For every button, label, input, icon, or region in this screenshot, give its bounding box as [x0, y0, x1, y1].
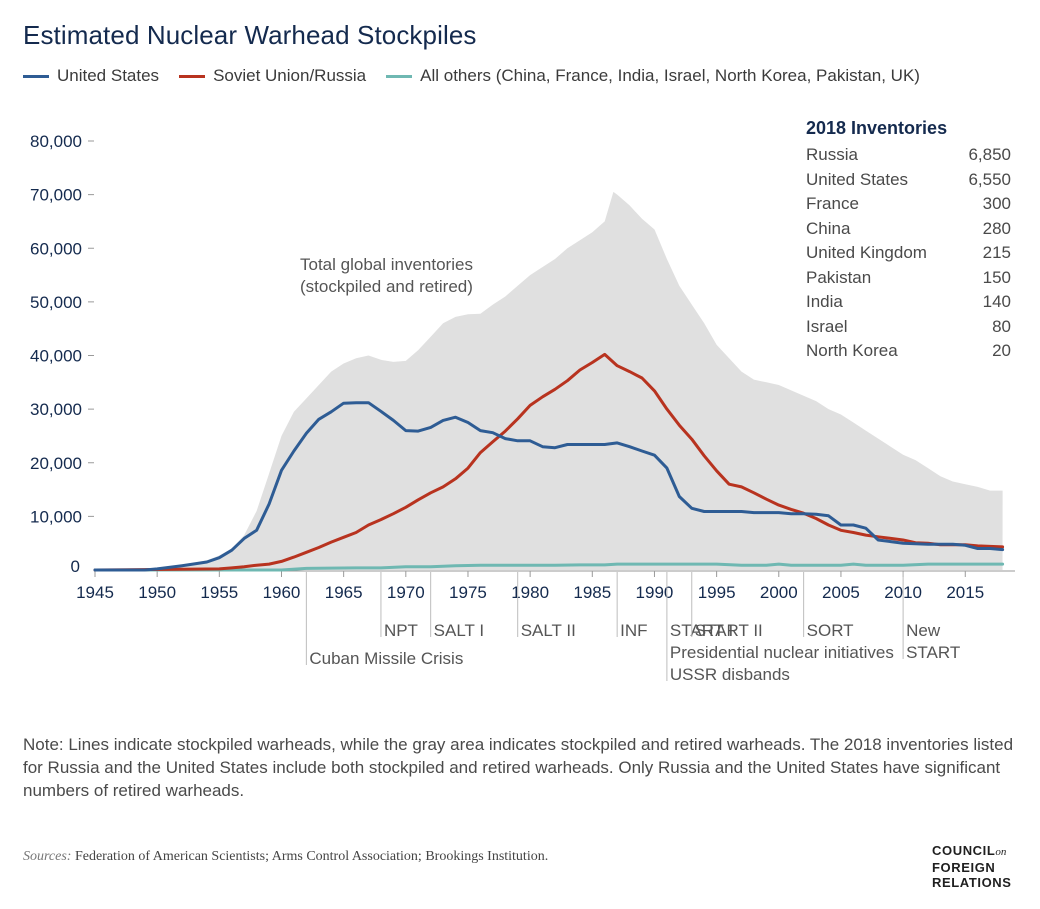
x-tick-label: 1955: [200, 583, 238, 602]
y-tick-label: 60,000: [30, 239, 82, 258]
annotation-label-cuban-missile-crisis: Cuban Missile Crisis: [309, 649, 463, 668]
inventories-title: 2018 Inventories: [806, 118, 948, 138]
inventory-country: France: [806, 194, 859, 213]
inventory-row: United States 6,550: [806, 168, 1011, 193]
inventory-country: Pakistan: [806, 267, 872, 287]
inventory-row: Russia 6,850: [806, 143, 1011, 168]
legend-item-united-states: United States: [23, 66, 159, 86]
inventories-table: 2018 Inventories Russia 6,850 United Stat…: [806, 118, 1011, 364]
inventory-value: 6,850: [968, 145, 1011, 164]
inventory-value: 300: [982, 194, 1011, 213]
x-tick-label: 2005: [822, 583, 860, 602]
inventory-value: 20: [992, 341, 1011, 360]
inventory-row: Pakistan 150: [806, 266, 1011, 291]
annotation-label-salt-ii: SALT II: [521, 621, 576, 640]
logo-on: on: [995, 846, 1007, 858]
area-layer: [95, 191, 1003, 570]
legend-label-soviet-union-russia: Soviet Union/Russia: [213, 66, 367, 85]
y-tick-label: 70,000: [30, 186, 82, 205]
x-tick-label: 1945: [76, 583, 114, 602]
y-tick-label: 30,000: [30, 400, 82, 419]
inventory-value: 215: [982, 243, 1011, 262]
sources-line: Sources: Federation of American Scientis…: [23, 849, 548, 865]
annotation-label-new: START: [906, 643, 960, 662]
series-line-soviet-union-russia: [93, 352, 1005, 572]
annotation-label-new: New: [906, 621, 941, 640]
annotation-label-salt-i: SALT I: [434, 621, 484, 640]
legend-swatch-united-states: [23, 74, 49, 78]
inventory-country: Israel: [806, 316, 848, 336]
chart-title: Estimated Nuclear Warhead Stockpiles: [23, 20, 477, 50]
inventory-row: North Korea 20: [806, 339, 1011, 364]
inventory-country: North Korea: [806, 341, 898, 360]
y-tick-label: 80,000: [30, 132, 82, 151]
legend-swatch-all-others: [386, 74, 413, 78]
legend-item-soviet-union-russia: Soviet Union/Russia: [179, 66, 366, 86]
logo-line3: RELATIONS: [932, 875, 1012, 890]
cfr-logo: COUNCILon FOREIGN RELATIONS: [932, 843, 1012, 890]
inventory-country: Russia: [806, 145, 858, 164]
x-tick-label: 1965: [325, 583, 363, 602]
annotation-label-sort: SORT: [807, 621, 854, 640]
total-inventory-area: [95, 191, 1003, 570]
sources-text: Federation of American Scientists; Arms …: [74, 849, 549, 864]
logo-line1: COUNCIL: [932, 843, 996, 858]
inventory-value: 140: [982, 292, 1011, 311]
inventory-row: India 140: [806, 290, 1011, 315]
x-tick-label: 2015: [946, 583, 984, 602]
x-tick-label: 1990: [636, 583, 674, 602]
x-tick-label: 1975: [449, 583, 487, 602]
annotation-label-inf: INF: [620, 621, 647, 640]
warhead-stockpile-chart: Total global inventories (stockpiled and…: [30, 132, 1015, 684]
annotation-label-start-i: START I: [670, 621, 733, 640]
inventory-country: China: [806, 218, 851, 238]
inventory-row: Israel 80: [806, 315, 1011, 340]
x-tick-label: 2000: [760, 583, 798, 602]
x-tick-label: 1950: [138, 583, 176, 602]
x-tick-label: 1995: [698, 583, 736, 602]
annotation-label-npt: NPT: [384, 621, 418, 640]
line-layer: [93, 352, 1005, 572]
legend-item-all-others: All others (China, France, India, Israel…: [386, 66, 920, 86]
y-tick-label: 0: [71, 557, 80, 576]
y-tick-label: 50,000: [30, 293, 82, 312]
inventory-country: United Kingdom: [806, 243, 927, 262]
inventory-row: China 280: [806, 217, 1011, 242]
inventory-country: United States: [806, 169, 909, 189]
chart-legend: United States Soviet Union/Russia All ot…: [23, 64, 940, 88]
y-tick-label: 20,000: [30, 454, 82, 473]
annotation-layer: Cuban Missile Crisis NPT SALT I SALT II INF S…: [305, 572, 960, 684]
legend-label-united-states: United States: [57, 66, 160, 85]
y-tick-label: 10,000: [30, 507, 82, 526]
x-tick-label: 1970: [387, 583, 425, 602]
x-tick-label: 1985: [573, 583, 611, 602]
annotation-label-start-i: USSR disbands: [670, 665, 790, 684]
inventory-row: United Kingdom 215: [806, 241, 1011, 266]
chart-note: Note: Lines indicate stockpiled warheads…: [23, 735, 1014, 800]
annotation-label-start-i: Presidential nuclear initiatives: [670, 643, 894, 662]
legend-label-all-others: All others (China, France, India, Israel…: [420, 66, 920, 85]
series-line-all-others-china-france-india-: [93, 562, 1005, 572]
x-tick-label: 1960: [263, 583, 301, 602]
inventory-value: 280: [982, 218, 1011, 238]
area-label-line2: (stockpiled and retired): [300, 277, 473, 296]
series-line-united-states: [93, 401, 1005, 572]
x-tick-label: 1980: [511, 583, 549, 602]
sources-label: Sources:: [23, 849, 72, 864]
y-tick-label: 40,000: [30, 347, 82, 366]
inventory-row: France 300: [806, 192, 1011, 217]
annotation-label-start-ii: START II: [695, 621, 763, 640]
inventory-country: India: [806, 292, 843, 311]
legend-swatch-soviet-union-russia: [179, 74, 206, 78]
logo-line2: FOREIGN: [932, 860, 996, 875]
inventory-value: 6,550: [968, 169, 1011, 189]
inventory-value: 80: [992, 316, 1011, 336]
inventory-value: 150: [982, 267, 1011, 287]
area-label-line1: Total global inventories: [300, 255, 473, 274]
